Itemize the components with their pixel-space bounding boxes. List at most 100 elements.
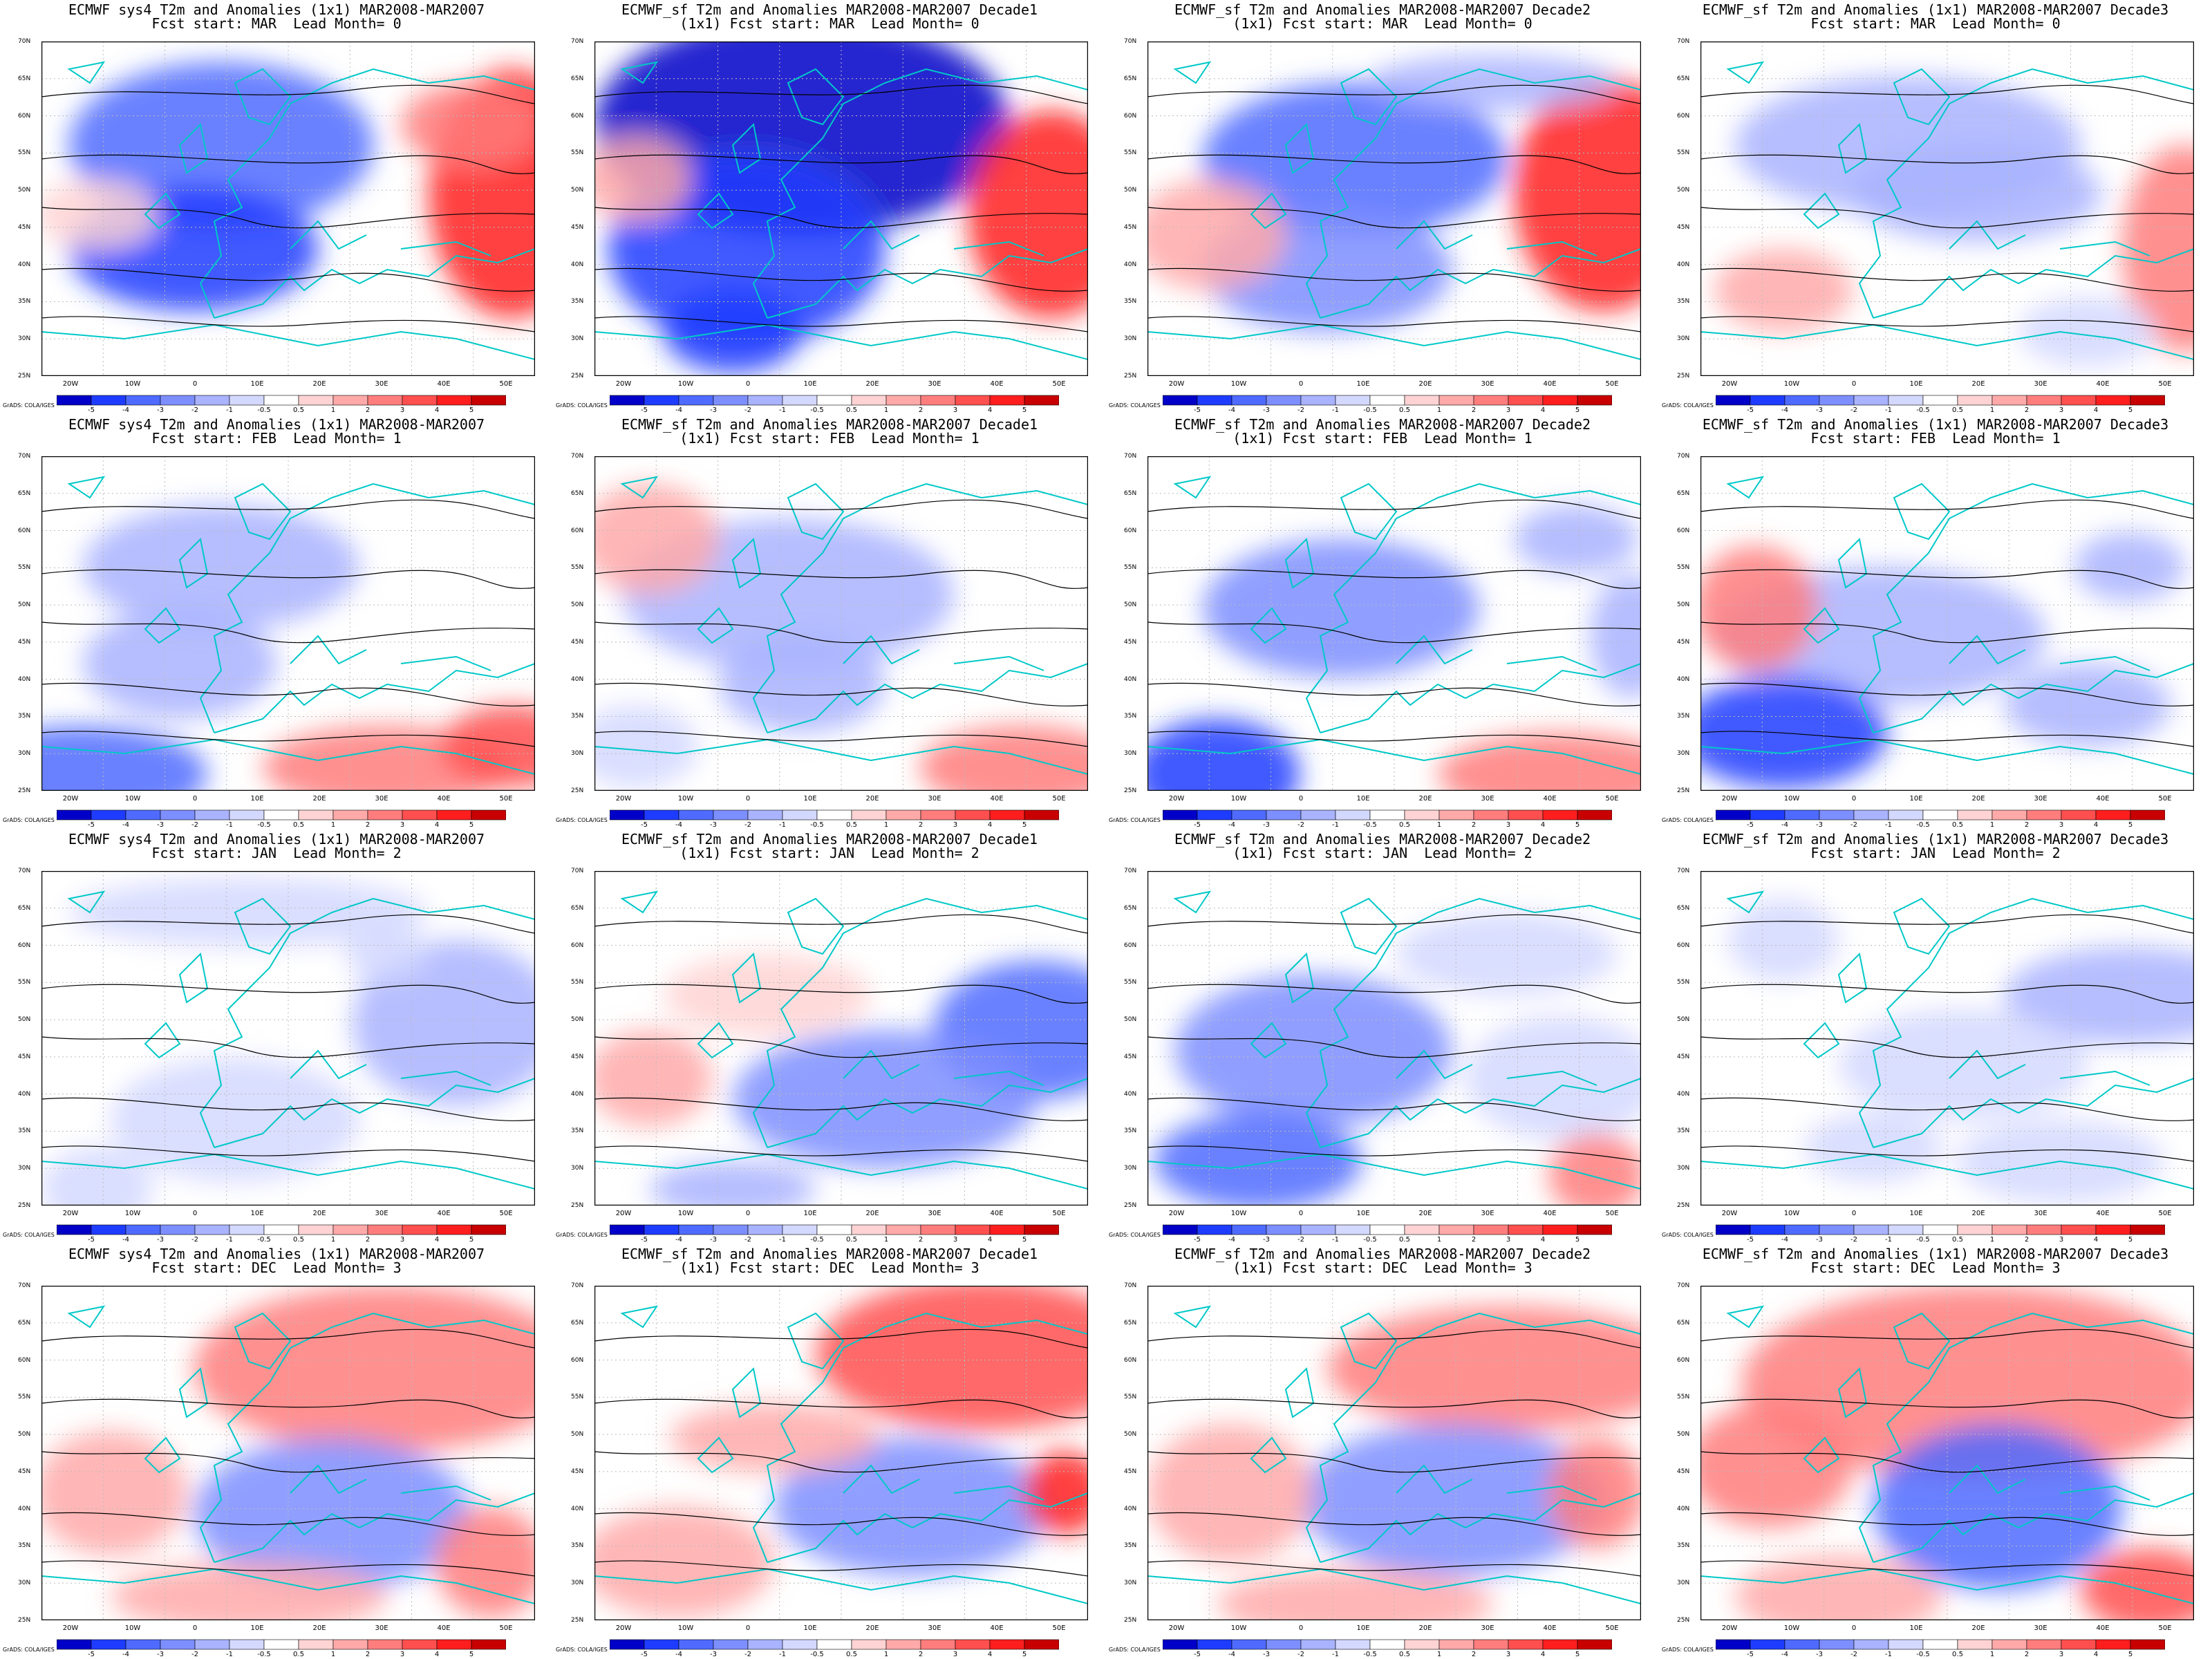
colorbar-tick-label: 4: [1540, 406, 1546, 414]
latitude-label: 50N: [1677, 1431, 1690, 1438]
latitude-label: 30N: [1124, 335, 1137, 343]
longitude-label: 10W: [1783, 1210, 1800, 1217]
longitude-label: 10E: [1356, 795, 1370, 803]
temperature-contour: [1147, 731, 1641, 747]
colorbar-swatch: [1369, 809, 1405, 821]
longitude-label: 40E: [1543, 795, 1557, 803]
colorbar-tick-label: 5: [469, 1236, 474, 1244]
longitude-label: 30E: [928, 380, 941, 388]
colorbar-swatch: [263, 1639, 299, 1650]
longitude-label: 20E: [1971, 1624, 1985, 1632]
colorbar-tick-label: -2: [1297, 1236, 1304, 1244]
colorbar-swatch: [713, 395, 749, 406]
latitude-label: 25N: [1677, 787, 1690, 794]
latitude-label: 70N: [18, 38, 31, 45]
latitude-label: 45N: [1124, 1053, 1137, 1060]
colorbar-tick-label: -0.5: [1916, 821, 1930, 829]
latitude-label: 50N: [18, 1016, 31, 1024]
colorbar-swatch: [1300, 395, 1336, 406]
colorbar-tick-label: -4: [1228, 406, 1235, 414]
latitude-label: 45N: [1124, 223, 1137, 231]
temperature-contour: [594, 731, 1088, 747]
panel-title: ECMWF_sf T2m and Anomalies MAR2008-MAR20…: [1174, 416, 1591, 433]
longitude-label: 30E: [2034, 1210, 2047, 1217]
colorbar-tick-label: 2: [2024, 406, 2030, 414]
colorbar-swatch: [885, 395, 921, 406]
colorbar-swatch: [367, 809, 403, 821]
latitude-label: 40N: [571, 1090, 584, 1098]
colorbar-tick-label: -5: [1194, 1651, 1201, 1658]
latitude-label: 60N: [571, 1356, 584, 1364]
colorbar-swatch: [1888, 1224, 1924, 1235]
grads-credit: GrADS: COLA/IGES: [1662, 817, 1714, 823]
latitude-label: 45N: [1677, 638, 1690, 646]
temperature-contour: [594, 1097, 1088, 1121]
colorbar-tick-label: 3: [953, 1651, 958, 1658]
colorbar-swatch: [1716, 395, 1751, 406]
colorbar-swatch: [2026, 1639, 2062, 1650]
latitude-label: 65N: [1124, 75, 1137, 82]
colorbar-tick-label: 0.5: [1399, 821, 1410, 829]
colorbar-tick-label: -3: [157, 1651, 164, 1658]
colorbar: [1163, 395, 1612, 406]
colorbar-swatch: [1438, 1639, 1474, 1650]
latitude-label: 30N: [18, 335, 31, 343]
colorbar-swatch: [1163, 395, 1198, 406]
longitude-label: 0: [745, 380, 751, 388]
colorbar-swatch: [644, 809, 679, 821]
colorbar-tick-label: -1: [779, 1651, 786, 1658]
latitude-label: 25N: [1677, 1617, 1690, 1624]
colorbar-tick-label: -1: [1885, 1236, 1892, 1244]
longitude-label: 50E: [499, 380, 513, 388]
colorbar-swatch: [125, 1224, 161, 1235]
latitude-label: 70N: [1677, 868, 1690, 874]
longitude-label: 20E: [865, 380, 879, 388]
colorbar-swatch: [1716, 1224, 1751, 1235]
latitude-label: 25N: [1677, 373, 1690, 379]
longitude-label: 40E: [990, 795, 1004, 803]
colorbar-swatch: [1473, 809, 1509, 821]
colorbar-tick-label: 1: [883, 821, 889, 829]
colorbar-swatch: [2130, 1639, 2165, 1650]
colorbar-swatch: [91, 395, 126, 406]
temperature-contour: [41, 1097, 535, 1121]
colorbar-swatch: [1473, 395, 1509, 406]
colorbar-tick-label: 5: [469, 406, 474, 414]
colorbar-swatch: [1577, 1639, 1612, 1650]
latitude-label: 25N: [18, 1202, 31, 1209]
colorbar-tick-label: 0.5: [1952, 1236, 1963, 1244]
temperature-contour: [41, 621, 535, 644]
longitude-label: 30E: [1481, 795, 1494, 803]
latitude-label: 45N: [18, 223, 31, 231]
colorbar-swatch: [1024, 395, 1059, 406]
colorbar-swatch: [610, 395, 645, 406]
colorbar-tick-label: 2: [2024, 821, 2030, 829]
temperature-contour: [1147, 1451, 1641, 1473]
colorbar-swatch: [678, 1639, 714, 1650]
anomaly-region: [1735, 1555, 1942, 1620]
colorbar-tick-label: 0.5: [293, 1236, 304, 1244]
colorbar-swatch: [1231, 1639, 1267, 1650]
colorbar-tick-label: -5: [88, 1236, 95, 1244]
longitude-label: 40E: [990, 380, 1004, 388]
latitude-label: 55N: [571, 564, 584, 572]
colorbar-tick-label: 3: [2059, 406, 2064, 414]
colorbar-swatch: [229, 395, 265, 406]
latitude-label: 30N: [1124, 1165, 1137, 1172]
longitude-label: 10E: [1909, 795, 1923, 803]
anomaly-map: [594, 456, 1088, 791]
colorbar-swatch: [955, 1639, 991, 1650]
longitude-label: 10W: [1230, 1624, 1247, 1632]
colorbar-tick-label: -5: [641, 821, 648, 829]
colorbar-swatch: [367, 395, 403, 406]
colorbar-swatch: [57, 1224, 92, 1235]
temperature-contour: [1700, 1512, 2194, 1536]
anomaly-region: [594, 484, 719, 594]
latitude-label: 40N: [571, 261, 584, 268]
panel-title: ECMWF_sf T2m and Anomalies MAR2008-MAR20…: [1174, 1246, 1591, 1262]
longitude-label: 20W: [62, 1624, 79, 1632]
longitude-label: 30E: [2034, 795, 2047, 803]
latitude-label: 30N: [571, 750, 584, 758]
anomaly-region: [1327, 1306, 1641, 1431]
anomaly-map: [41, 41, 535, 376]
